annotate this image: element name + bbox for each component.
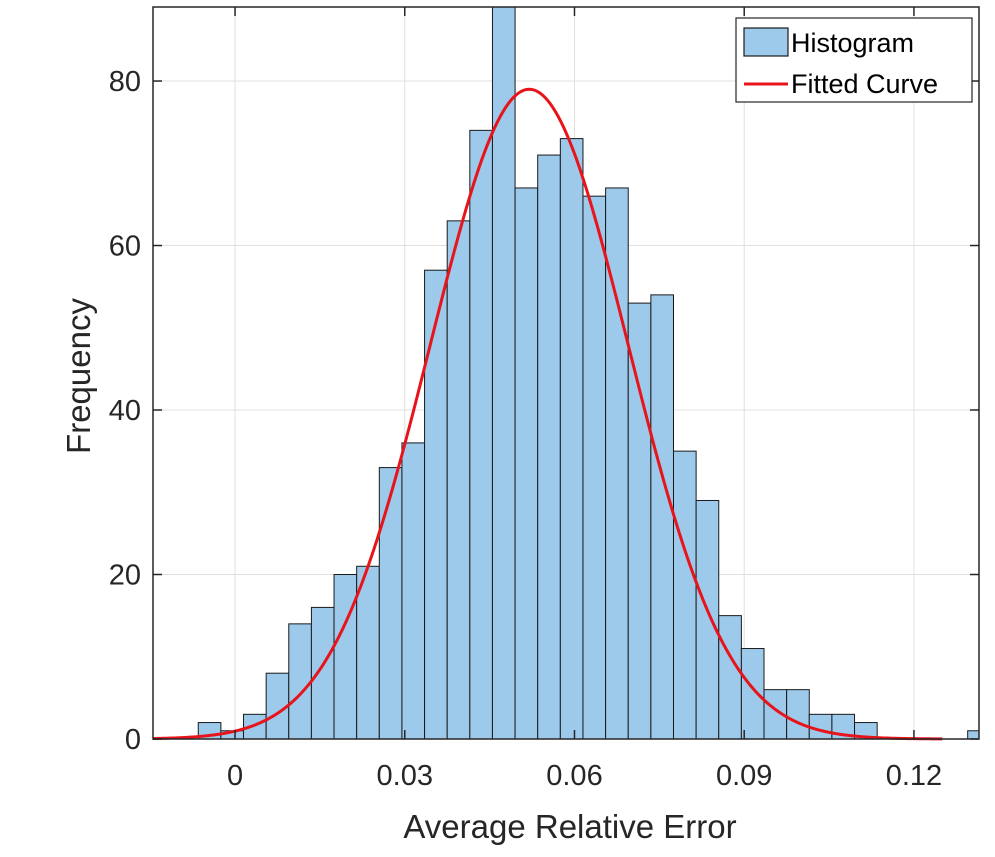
- histogram-bar: [559, 138, 584, 740]
- histogram-bar: [310, 606, 335, 740]
- legend-fitted-curve-label: Fitted Curve: [791, 69, 938, 99]
- histogram-bar: [424, 269, 448, 740]
- y-tick-label: 80: [109, 66, 141, 98]
- histogram-bars: [197, 6, 980, 740]
- histogram-bar: [537, 154, 561, 740]
- legend-histogram-swatch: [743, 27, 789, 57]
- y-tick-label: 0: [125, 724, 141, 756]
- histogram-bar: [514, 187, 539, 740]
- x-tick-label: 0.06: [546, 760, 602, 792]
- histogram-bar: [695, 499, 720, 740]
- x-tick-label: 0.03: [377, 760, 433, 792]
- y-axis-title: Frequency: [60, 298, 97, 454]
- legend: Histogram Fitted Curve: [735, 17, 973, 103]
- histogram-bar: [718, 615, 742, 740]
- histogram-bar: [333, 574, 358, 740]
- histogram-bar: [967, 730, 980, 740]
- histogram-bar: [378, 467, 403, 740]
- y-tick-label: 40: [109, 395, 141, 427]
- x-tick-label: 0.12: [886, 760, 942, 792]
- axis-ticks: 0 0.03 0.06 0.09 0.12 0 20 40 60 80: [109, 7, 979, 792]
- histogram-bar: [582, 195, 607, 740]
- histogram-bar: [401, 442, 426, 740]
- fitted-curve-line: [152, 87, 943, 741]
- legend-histogram-label: Histogram: [791, 28, 914, 58]
- x-tick-label: 0.09: [716, 760, 772, 792]
- y-tick-label: 20: [109, 560, 141, 592]
- histogram-bar: [288, 623, 312, 740]
- histogram-bar: [469, 129, 493, 740]
- histogram-bar: [672, 450, 697, 740]
- histogram-bar: [740, 648, 765, 740]
- histogram-bar: [786, 689, 810, 740]
- histogram-bar: [627, 302, 652, 740]
- x-axis-title: Average Relative Error: [403, 808, 736, 845]
- histogram-bar: [491, 6, 516, 740]
- histogram-bar: [446, 220, 471, 740]
- axes-frame: [152, 6, 980, 740]
- histogram-bar: [650, 294, 674, 740]
- x-tick-label: 0: [227, 760, 243, 792]
- y-tick-label: 60: [109, 231, 141, 263]
